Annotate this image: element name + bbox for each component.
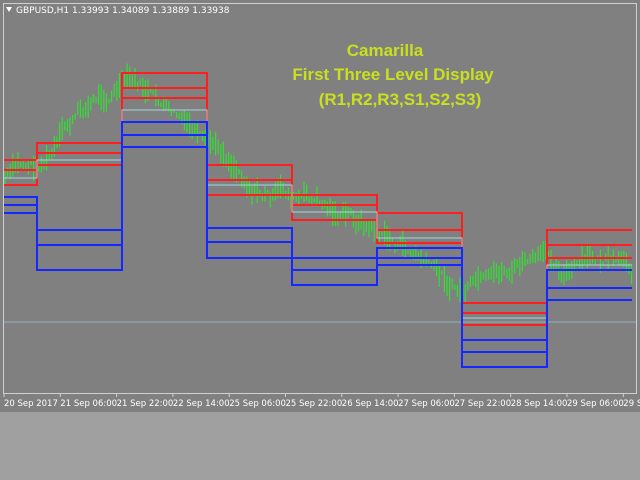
- axis-label: 25 Sep 06:00: [229, 399, 286, 409]
- axis-label: 22 Sep 14:00: [173, 399, 230, 409]
- annotation-line: Camarilla: [347, 41, 424, 60]
- level-pivot: [4, 109, 632, 319]
- axis-label: 28 Sep 14:00: [511, 399, 568, 409]
- axis-label: 21 Sep 22:00: [117, 399, 174, 409]
- level-s2: [4, 134, 632, 353]
- chart-frame: [3, 3, 637, 394]
- camarilla-levels: [4, 72, 632, 368]
- symbol-info: GBPUSD,H1 1.33993 1.34089 1.33889 1.3393…: [16, 6, 230, 16]
- axis-label: 26 Sep 14:00: [342, 399, 399, 409]
- symbol-icon: [6, 7, 12, 12]
- annotation-line: First Three Level Display: [292, 65, 494, 84]
- axis-label: 29 Sep 06:00: [567, 399, 624, 409]
- axis-label: 27 Sep 22:00: [454, 399, 511, 409]
- axis-label: 29 S: [623, 399, 640, 409]
- annotation-line: (R1,R2,R3,S1,S2,S3): [319, 90, 482, 109]
- axis-label: 21 Sep 06:00: [60, 399, 117, 409]
- axis-label: 20 Sep 2017: [4, 399, 58, 409]
- level-s3: [4, 146, 632, 368]
- footer-area: [0, 412, 640, 480]
- time-axis: 20 Sep 2017 21 Sep 06:00 21 Sep 22:00 22 Se…: [3, 393, 640, 409]
- axis-label: 25 Sep 22:00: [286, 399, 343, 409]
- axis-label: 27 Sep 06:00: [398, 399, 455, 409]
